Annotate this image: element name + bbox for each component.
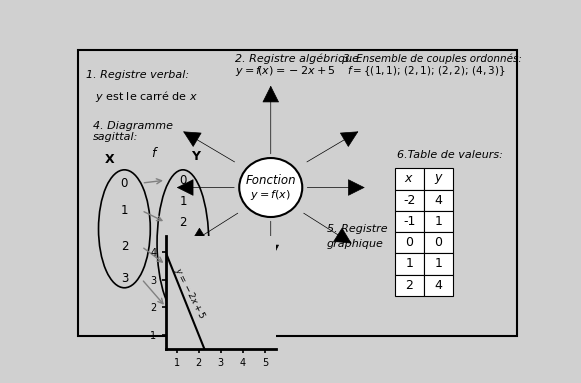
Text: 6.Table de valeurs:: 6.Table de valeurs: [397,150,503,160]
Text: 2. Registre algébrique: 2. Registre algébrique [235,54,358,64]
FancyBboxPatch shape [394,232,424,253]
Text: -1: -1 [403,215,415,228]
FancyBboxPatch shape [394,253,424,275]
Text: $y$ est le carré de $x$: $y$ est le carré de $x$ [95,88,198,103]
FancyBboxPatch shape [394,211,424,232]
Text: 0: 0 [180,173,187,187]
Text: 1: 1 [435,215,442,228]
Text: 1: 1 [179,195,187,208]
Text: 1: 1 [435,257,442,270]
FancyBboxPatch shape [424,169,453,190]
Text: $y=-2x+5$: $y=-2x+5$ [171,265,209,322]
Text: 2: 2 [121,240,128,253]
Text: $f= \{(1,1);\,(2,1);\,(2,2);\,(4,3)\}$: $f= \{(1,1);\,(2,1);\,(2,2);\,(4,3)\}$ [347,64,505,78]
Text: 2: 2 [406,278,413,291]
FancyBboxPatch shape [394,275,424,296]
Text: Y: Y [191,150,200,163]
Text: 5: 5 [180,279,187,292]
Text: 3. Ensemble de couples ordonnés:: 3. Ensemble de couples ordonnés: [343,54,522,64]
Text: f: f [152,147,156,160]
Text: 4. Diagramme: 4. Diagramme [93,121,173,131]
FancyBboxPatch shape [424,190,453,211]
Text: -2: -2 [403,194,415,207]
Ellipse shape [239,158,302,217]
Text: 1. Registre verbal:: 1. Registre verbal: [86,70,189,80]
Text: 0: 0 [405,236,413,249]
FancyBboxPatch shape [394,190,424,211]
FancyBboxPatch shape [424,211,453,232]
Text: 0: 0 [435,236,443,249]
Text: Fonction: Fonction [245,173,296,187]
Text: 4: 4 [435,194,442,207]
Text: $y = f(x)$: $y = f(x)$ [250,188,291,202]
Text: 2: 2 [179,216,187,229]
Text: 0: 0 [121,177,128,190]
Text: 6: 6 [179,300,187,313]
Text: 4: 4 [435,278,442,291]
FancyBboxPatch shape [424,253,453,275]
Text: 5. Registre: 5. Registre [327,224,388,234]
Text: 1: 1 [406,257,413,270]
Text: $x$: $x$ [404,172,414,185]
Text: 3: 3 [121,272,128,285]
FancyBboxPatch shape [424,232,453,253]
Text: 3: 3 [180,237,187,250]
Text: graphique: graphique [327,239,384,249]
Text: $y = f\!\left(x\right) = -2x+5$: $y = f\!\left(x\right) = -2x+5$ [235,64,335,78]
Text: sagittal:: sagittal: [93,133,138,142]
FancyBboxPatch shape [394,169,424,190]
FancyBboxPatch shape [424,275,453,296]
Text: 1: 1 [121,204,128,217]
Text: X: X [105,153,115,166]
Text: $y$: $y$ [433,172,443,186]
Text: 4: 4 [179,258,187,271]
